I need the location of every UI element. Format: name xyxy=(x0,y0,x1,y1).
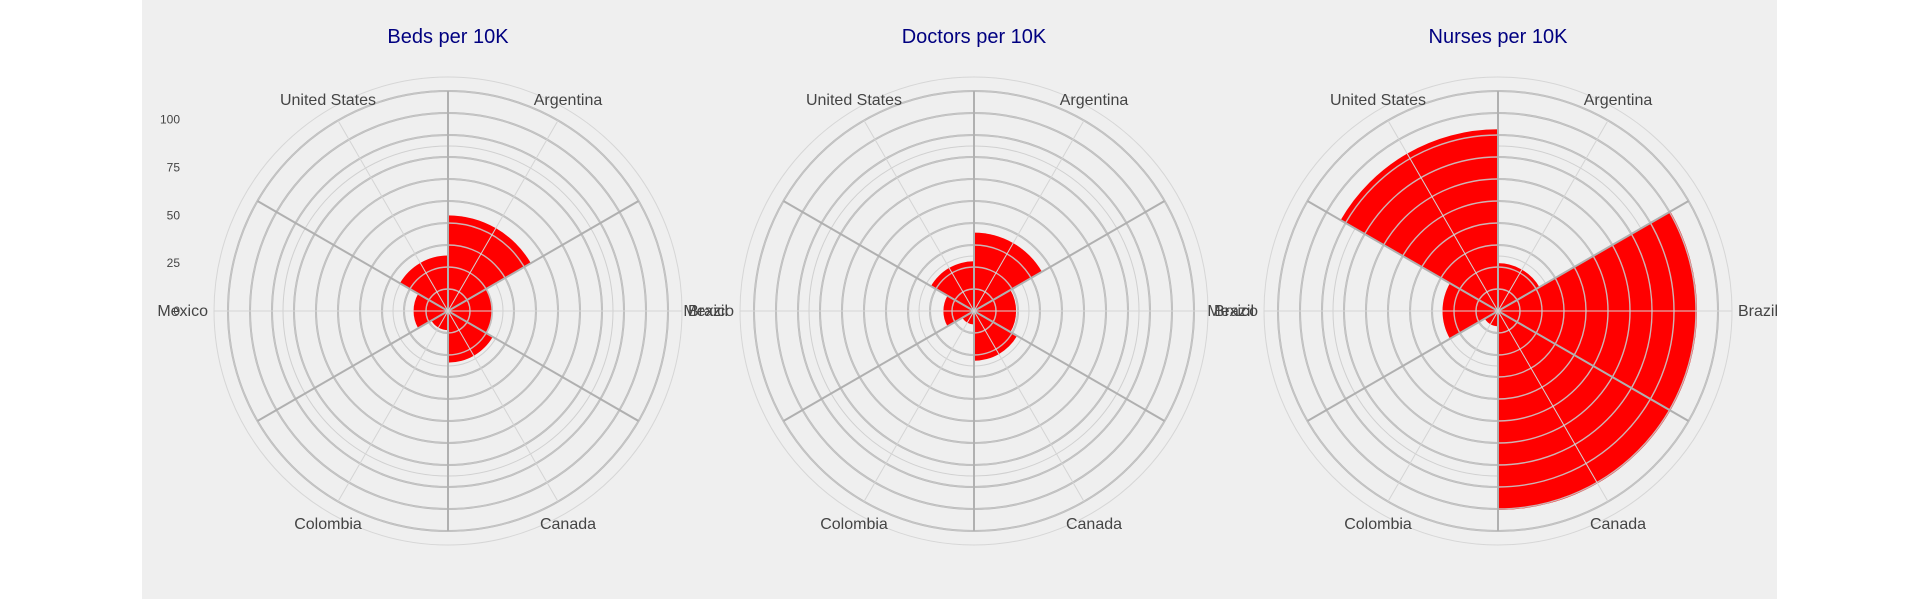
chart-area: Beds per 10K Argentina Brazil Canada Colombi… xyxy=(142,0,1777,599)
sector-spoke xyxy=(447,310,640,422)
category-spoke xyxy=(863,120,975,312)
category-spoke xyxy=(1387,120,1499,312)
bar-canada xyxy=(448,311,493,363)
category-label: United States xyxy=(280,92,376,109)
category-label: Mexico xyxy=(1207,303,1258,320)
sector-spoke xyxy=(973,200,1166,312)
category-label: Brazil xyxy=(1214,303,1254,320)
sector-spoke xyxy=(1497,310,1690,422)
chart-title: Nurses per 10K xyxy=(1429,26,1569,48)
polar-chart-3: Nurses per 10K Argentina Brazil Canada Colom… xyxy=(1207,26,1777,546)
category-spoke xyxy=(1497,310,1609,502)
bar-united-states xyxy=(399,255,448,311)
category-label: Argentina xyxy=(534,92,603,109)
polar-charts: Beds per 10K Argentina Brazil Canada Colombi… xyxy=(157,26,1777,546)
polar-chart-2: Doctors per 10K Argentina Brazil Canada Colo… xyxy=(683,26,1254,546)
category-spoke xyxy=(337,310,449,502)
category-label: Colombia xyxy=(294,516,362,533)
category-label: United States xyxy=(806,92,902,109)
category-spoke xyxy=(447,120,559,312)
category-label: Canada xyxy=(540,516,596,533)
category-label: Argentina xyxy=(1060,92,1129,109)
bar-colombia xyxy=(962,311,974,325)
category-spoke xyxy=(1497,120,1609,312)
category-label: Brazil xyxy=(1738,303,1777,320)
radial-tick-label: 0 xyxy=(173,304,180,318)
category-label: Mexico xyxy=(157,303,208,320)
category-spoke xyxy=(1387,310,1499,502)
category-spoke xyxy=(973,310,1085,502)
sector-spoke xyxy=(256,310,449,422)
sector-spoke xyxy=(782,200,975,312)
bar-colombia xyxy=(1484,311,1498,327)
category-spoke xyxy=(863,310,975,502)
category-label: Brazil xyxy=(688,303,728,320)
sector-spoke xyxy=(447,200,640,312)
category-label: Mexico xyxy=(683,303,734,320)
category-label: United States xyxy=(1330,92,1426,109)
bar-canada xyxy=(974,311,1018,361)
sector-spoke xyxy=(1306,200,1499,312)
category-spoke xyxy=(337,120,449,312)
sector-spoke xyxy=(1306,310,1499,422)
sector-spoke xyxy=(256,200,449,312)
category-spoke xyxy=(447,310,559,502)
radial-tick-label: 50 xyxy=(167,208,181,222)
sector-spoke xyxy=(973,310,1166,422)
radial-tick-label: 25 xyxy=(167,256,181,270)
bar-argentina xyxy=(974,232,1042,311)
category-label: Canada xyxy=(1066,516,1122,533)
chart-title: Doctors per 10K xyxy=(902,26,1047,48)
bar-argentina xyxy=(1498,263,1540,311)
bar-argentina xyxy=(448,215,531,311)
category-label: Colombia xyxy=(820,516,888,533)
polar-chart-1: Beds per 10K Argentina Brazil Canada Colombi… xyxy=(157,26,728,546)
sector-spoke xyxy=(1497,200,1690,312)
radial-tick-label: 100 xyxy=(160,113,180,127)
category-spoke xyxy=(973,120,1085,312)
radial-tick-label: 75 xyxy=(167,161,181,175)
category-label: Argentina xyxy=(1584,92,1653,109)
sector-spoke xyxy=(782,310,975,422)
bar-united-states xyxy=(1340,129,1498,311)
category-label: Canada xyxy=(1590,516,1646,533)
bar-colombia xyxy=(431,311,448,331)
chart-title: Beds per 10K xyxy=(387,26,509,48)
bar-united-states xyxy=(930,261,974,311)
category-label: Colombia xyxy=(1344,516,1412,533)
